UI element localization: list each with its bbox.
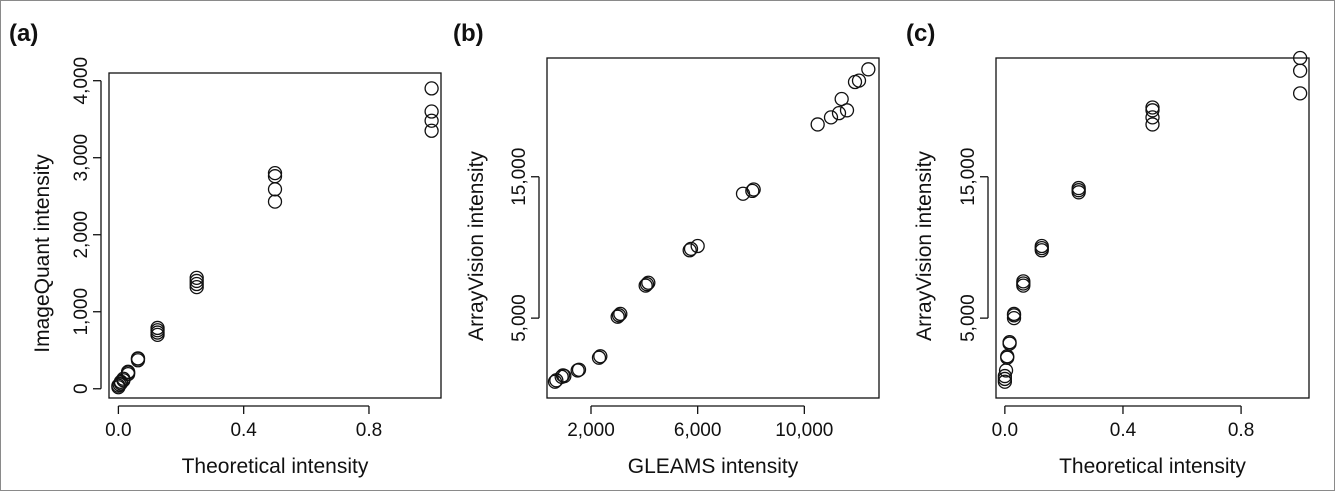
panel-c-data-point — [1145, 100, 1160, 115]
panel-b-x-tick-label: 10,000 — [775, 420, 833, 441]
panel-a-data-point — [130, 351, 146, 366]
panel-a-x-tick-label: 0.0 — [105, 420, 131, 441]
panel-b-x-tick-label: 2,000 — [567, 420, 615, 441]
panel-b-data-point — [613, 306, 628, 322]
panel-a-y-tick-label: 1,000 — [71, 288, 92, 336]
panel-a-data-point — [267, 169, 283, 184]
panel-b-data-point — [641, 275, 656, 290]
panel-b-y-tick-label: 15,000 — [509, 148, 530, 206]
panel-b-data-point — [823, 110, 839, 125]
panel-b-label: (b) — [453, 20, 484, 47]
panel-b-data-point — [571, 362, 587, 377]
panel-c-data-point — [1292, 86, 1308, 101]
panel-b-data-point — [810, 117, 825, 132]
panel-c-plot-frame — [995, 57, 1310, 399]
panel-b-data-point — [851, 73, 867, 88]
panel-a-label: (a) — [9, 20, 38, 47]
panel-a-data-point — [267, 165, 283, 181]
panel-a-data-point — [424, 104, 439, 119]
panel-c-x-axis-title: Theoretical intensity — [1059, 455, 1246, 478]
panel-c-data-point — [1145, 117, 1160, 132]
panel-c-data-point — [1016, 274, 1031, 289]
panel-b-data-point — [611, 308, 627, 323]
panel-a-data-point — [424, 113, 439, 128]
panel-b-data-point — [831, 105, 847, 121]
panel-b-data-point — [593, 349, 608, 364]
panel-c-data-point — [997, 368, 1013, 384]
panel-b-data-point — [690, 238, 705, 254]
panel-c-data-point — [1006, 306, 1022, 322]
panel-a-data-point — [267, 182, 283, 197]
panel-a-data-point — [189, 270, 204, 286]
panel-a-data-point — [267, 194, 283, 209]
panel-c-data-point — [1292, 63, 1308, 78]
panel-a-data-point — [424, 81, 439, 96]
panel-b-data-point — [639, 277, 655, 292]
panel-a-x-tick-label: 0.4 — [230, 420, 257, 441]
panel-b-data-point — [610, 309, 625, 324]
panel-a-x-axis-title: Theoretical intensity — [182, 455, 369, 478]
panel-a-y-tick-label: 4,000 — [71, 57, 92, 105]
panel-b-y-tick-label: 5,000 — [509, 294, 530, 342]
panel-b-data-point — [834, 91, 849, 107]
panel-b-data-point — [746, 182, 761, 197]
panel-a-plot-frame — [108, 72, 442, 399]
panel-b-data-point — [745, 183, 760, 199]
panel-b-data-point — [557, 368, 572, 384]
panel-b-data-point — [682, 243, 697, 258]
panel-c-y-axis-title: ArrayVision intensity — [913, 151, 936, 341]
panel-a-y-tick-label: 0 — [71, 383, 92, 394]
panel-c-x-tick-label: 0.4 — [1110, 420, 1137, 441]
panel-a-y-tick-label: 2,000 — [71, 211, 92, 259]
panel-b-data-point — [861, 62, 876, 77]
panel-a-data-point — [189, 276, 204, 292]
panel-a-data-point — [150, 320, 165, 336]
panel-b-x-tick-label: 6,000 — [674, 420, 722, 441]
panel-a-data-point — [113, 374, 129, 389]
panel-a-data-point — [424, 123, 439, 138]
panel-a-y-axis-title: ImageQuant intensity — [31, 154, 54, 353]
panel-c-data-point — [1071, 180, 1086, 196]
panel-b-y-axis-title: ArrayVision intensity — [465, 151, 488, 341]
panel-c-x-tick-label: 0.8 — [1228, 420, 1254, 441]
panel-a-data-point — [120, 364, 136, 379]
panel-c-data-point — [1034, 238, 1049, 254]
panel-a-x-tick-label: 0.8 — [356, 420, 382, 441]
panel-a-data-point — [189, 273, 204, 289]
panel-c-label: (c) — [906, 20, 935, 47]
panel-c-data-point — [1002, 335, 1017, 350]
panel-c-data-point — [1145, 110, 1160, 125]
panel-c-y-tick-label: 15,000 — [958, 148, 979, 206]
panel-b-plot-frame — [546, 57, 880, 399]
panel-b-x-axis-title: GLEAMS intensity — [628, 455, 799, 478]
panel-b-data-point — [683, 241, 699, 257]
panel-c-x-tick-label: 0.0 — [992, 420, 1018, 441]
panel-b-data-point — [591, 350, 607, 365]
panel-a-data-point — [189, 279, 204, 295]
panel-b-data-point — [839, 103, 855, 118]
panel-c-y-tick-label: 5,000 — [958, 294, 979, 342]
panel-a-y-tick-label: 3,000 — [71, 134, 92, 182]
panel-c-data-point — [1292, 50, 1308, 66]
panel-b-data-point — [638, 278, 653, 293]
